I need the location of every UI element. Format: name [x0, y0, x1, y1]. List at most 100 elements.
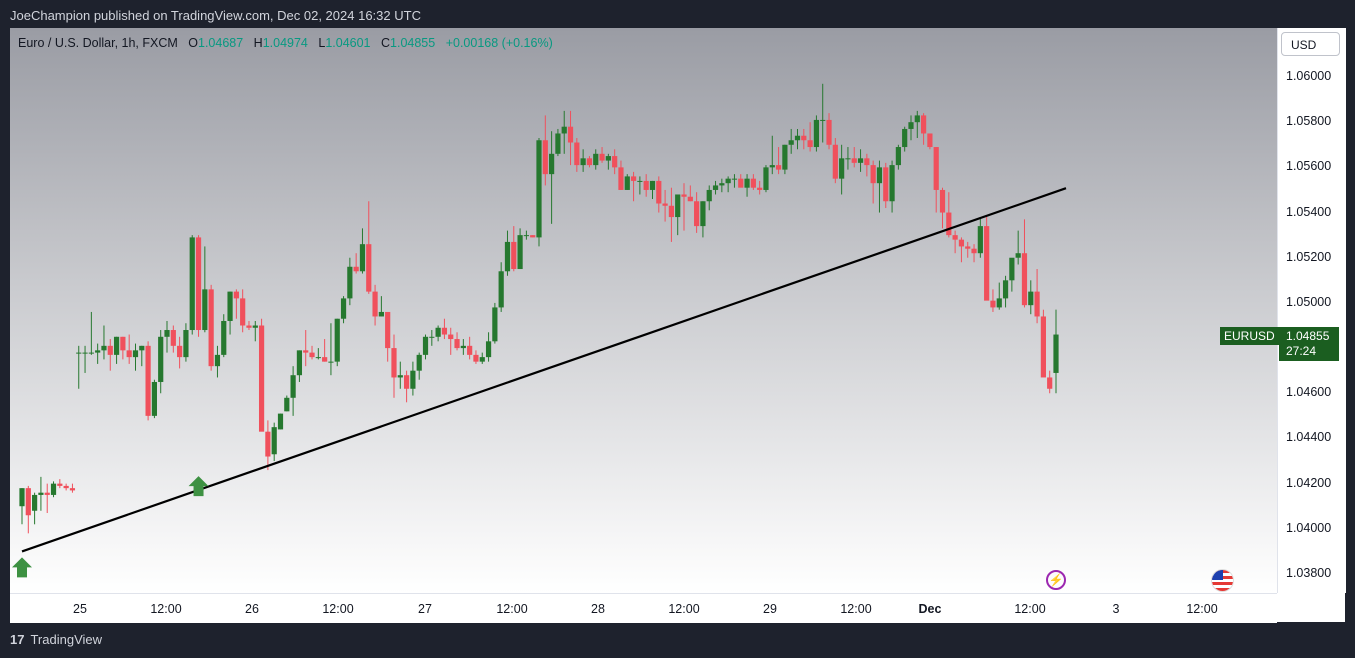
candle-body — [50, 483, 57, 495]
candle-body — [95, 350, 101, 353]
y-tick-label: 1.05200 — [1286, 249, 1332, 264]
candle-body — [498, 271, 504, 308]
bar-countdown: 27:24 — [1286, 344, 1317, 358]
publisher-text: JoeChampion published on TradingView.com… — [10, 8, 421, 23]
candle-body — [643, 180, 649, 190]
legend-close: 1.04855 — [390, 36, 436, 50]
candle-body — [19, 488, 25, 507]
y-tick-label: 1.04200 — [1286, 475, 1332, 490]
plot-area[interactable] — [10, 28, 1277, 593]
candle-body — [322, 357, 328, 362]
candle-body — [435, 327, 441, 337]
currency-button[interactable]: USD — [1281, 32, 1340, 56]
candle-body — [1015, 253, 1021, 258]
x-tick-label: 12:00 — [840, 602, 872, 616]
candle-body — [782, 144, 788, 170]
candle-body — [378, 311, 384, 317]
candle-body — [914, 115, 920, 123]
candle-body — [347, 266, 353, 299]
candle-body — [511, 241, 517, 270]
candle-body — [473, 354, 479, 362]
price-axis[interactable] — [1277, 28, 1346, 593]
candle-body — [530, 235, 536, 238]
candle-body — [359, 244, 366, 272]
candle-body — [656, 180, 662, 204]
candle-body — [857, 158, 864, 163]
candle-body — [561, 126, 567, 134]
candle-body — [681, 194, 687, 197]
candle-body — [706, 189, 712, 202]
candle-body — [801, 135, 807, 141]
x-tick-label: 12:00 — [150, 602, 182, 616]
candle-body — [328, 361, 334, 363]
candle-body — [76, 352, 82, 354]
candle-body — [309, 352, 315, 358]
y-tick-label: 1.05400 — [1286, 204, 1332, 219]
candle-body — [504, 241, 511, 272]
x-tick-label: Dec — [918, 602, 942, 616]
candle-body — [492, 307, 498, 342]
candle-body — [662, 203, 668, 206]
candle-body — [712, 185, 719, 190]
candle-body — [485, 341, 492, 358]
last-price-label: 1.04855 27:24 — [1279, 327, 1339, 361]
candle-body — [82, 352, 88, 354]
candle-body — [151, 381, 158, 416]
candle-body — [1034, 291, 1040, 317]
legend-open-label: O — [188, 36, 198, 50]
publisher-bar: JoeChampion published on TradingView.com… — [0, 0, 1355, 28]
candle-body — [630, 176, 637, 181]
symbol-price-label: EURUSD — [1220, 327, 1279, 345]
candle-body — [908, 122, 914, 129]
candle-body — [25, 488, 31, 516]
candle-body — [971, 248, 977, 254]
candle-body — [952, 235, 958, 240]
candle-body — [353, 266, 359, 272]
y-tick-label: 1.04000 — [1286, 520, 1332, 535]
candle-body — [593, 153, 599, 166]
y-tick-label: 1.05800 — [1286, 114, 1332, 129]
candle-body — [1053, 334, 1059, 373]
candle-body — [315, 357, 321, 359]
legend-high-label: H — [253, 36, 263, 50]
candle-body — [227, 291, 233, 321]
chart-frame[interactable]: Euro / U.S. Dollar, 1h, FXCM O1.04687 H1… — [10, 28, 1346, 623]
candle-body — [145, 345, 151, 416]
legend-symbol: Euro / U.S. Dollar, 1h, FXCM — [18, 36, 178, 50]
legend-low: 1.04601 — [325, 36, 371, 50]
candle-body — [1021, 253, 1028, 306]
candle-body — [675, 194, 681, 218]
candlestick-chart[interactable] — [10, 28, 1277, 622]
buy-arrow-icon — [188, 476, 209, 497]
candle-body — [725, 178, 731, 184]
candle-body — [340, 298, 347, 319]
candle-body — [385, 311, 391, 349]
candle-body — [542, 140, 548, 175]
candle-body — [889, 165, 895, 202]
candle-body — [479, 357, 485, 362]
candle-body — [101, 345, 107, 351]
last-price-value: 1.04855 — [1286, 329, 1330, 343]
candle-body — [183, 330, 189, 358]
candle-body — [290, 375, 296, 398]
x-tick-label: 12:00 — [322, 602, 354, 616]
candle-body — [107, 345, 113, 355]
x-tick-label: 28 — [591, 602, 605, 616]
lightning-icon[interactable]: ⚡ — [1046, 570, 1066, 590]
candle-body — [832, 144, 838, 179]
time-axis[interactable] — [10, 593, 1277, 623]
candle-body — [574, 142, 580, 166]
candle-body — [1040, 316, 1046, 378]
candle-body — [807, 140, 813, 148]
legend-close-label: C — [381, 36, 391, 50]
candle-body — [839, 158, 845, 179]
candle-body — [990, 300, 996, 308]
us-flag-icon[interactable] — [1212, 570, 1233, 591]
footer-brand-text: TradingView — [30, 632, 103, 647]
candle-body — [403, 375, 410, 389]
candle-body — [788, 140, 794, 145]
y-tick-label: 1.04400 — [1286, 430, 1332, 445]
candle-body — [687, 196, 693, 202]
candle-body — [202, 289, 208, 331]
chart-legend: Euro / U.S. Dollar, 1h, FXCM O1.04687 H1… — [18, 36, 553, 50]
